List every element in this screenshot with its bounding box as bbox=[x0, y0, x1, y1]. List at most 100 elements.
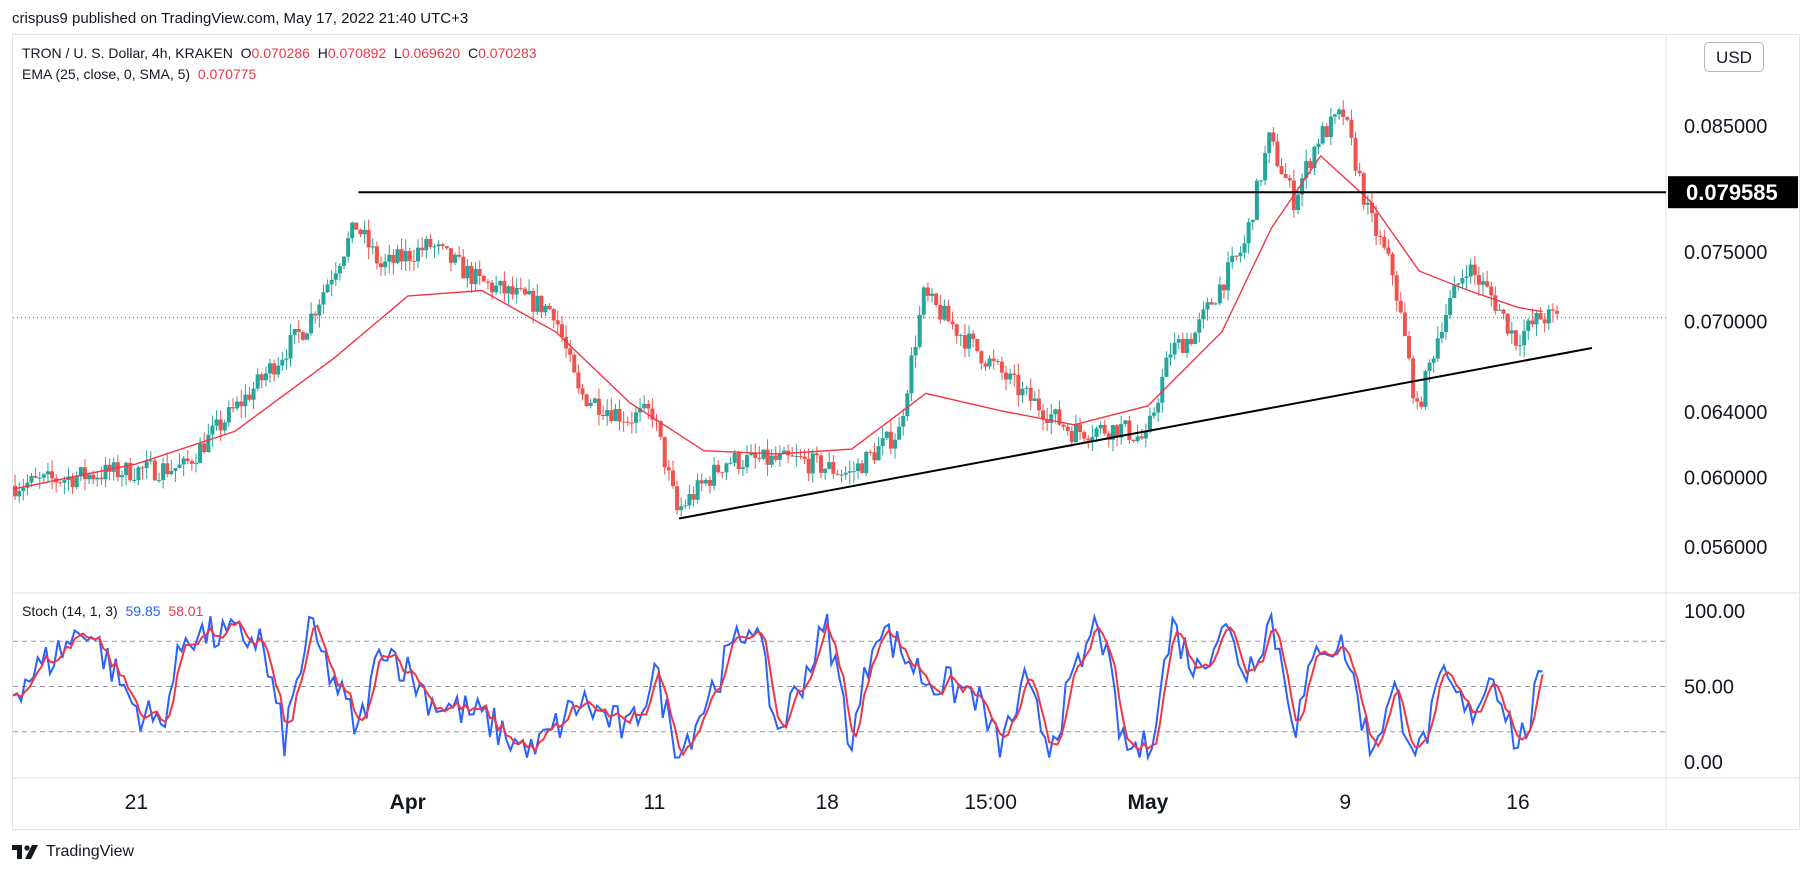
candle-up bbox=[1460, 278, 1465, 284]
candle-down bbox=[888, 431, 893, 449]
candle-down bbox=[1209, 302, 1214, 305]
candle-up bbox=[267, 363, 272, 374]
candle-down bbox=[547, 305, 552, 310]
candle-down bbox=[1530, 320, 1535, 325]
candle-down bbox=[1505, 313, 1510, 334]
candle-down bbox=[239, 401, 244, 407]
candle-down bbox=[658, 421, 663, 437]
candle-down bbox=[736, 453, 741, 470]
candle-up bbox=[1431, 358, 1436, 363]
currency-button[interactable]: USD bbox=[1704, 42, 1764, 72]
candle-down bbox=[1127, 420, 1132, 440]
candle-up bbox=[226, 407, 231, 423]
candle-down bbox=[1324, 126, 1329, 138]
candle-down bbox=[699, 480, 704, 484]
stoch-k-line bbox=[12, 611, 1543, 762]
candle-up bbox=[703, 479, 708, 484]
candle-up bbox=[103, 464, 108, 480]
candle-up bbox=[930, 293, 935, 296]
candle-down bbox=[1045, 419, 1050, 424]
candle-down bbox=[1345, 117, 1350, 120]
candle-down bbox=[448, 248, 453, 263]
candle-up bbox=[148, 460, 153, 462]
candle-down bbox=[670, 470, 675, 487]
candle-down bbox=[1386, 247, 1391, 254]
resistance-price-tag bbox=[1668, 176, 1798, 209]
candle-down bbox=[584, 394, 589, 406]
candle-up bbox=[1448, 298, 1453, 315]
candle-up bbox=[1217, 284, 1222, 304]
candle-up bbox=[119, 475, 124, 478]
candle-up bbox=[1300, 178, 1305, 195]
candle-down bbox=[938, 304, 943, 320]
chart-frame bbox=[12, 34, 1800, 830]
candle-down bbox=[469, 265, 474, 285]
candle-up bbox=[173, 468, 178, 471]
candle-up bbox=[95, 477, 100, 480]
candle-up bbox=[1522, 330, 1527, 346]
candle-down bbox=[457, 254, 462, 257]
candle-down bbox=[1016, 374, 1021, 396]
candle-up bbox=[1143, 431, 1148, 439]
candle-down bbox=[407, 250, 412, 261]
candle-down bbox=[165, 463, 170, 475]
candle-up bbox=[25, 482, 30, 488]
candle-up bbox=[827, 462, 832, 469]
candle-up bbox=[1254, 180, 1259, 220]
candle-up bbox=[1258, 180, 1263, 182]
candle-up bbox=[724, 463, 729, 473]
candle-up bbox=[642, 403, 647, 409]
candle-up bbox=[210, 425, 215, 435]
candle-up bbox=[728, 462, 733, 464]
candle-down bbox=[1041, 410, 1046, 420]
candle-down bbox=[925, 287, 930, 296]
candle-down bbox=[1180, 339, 1185, 353]
candle-up bbox=[588, 402, 593, 406]
candle-up bbox=[41, 474, 46, 478]
candle-down bbox=[609, 410, 614, 421]
candle-up bbox=[280, 359, 285, 366]
candle-down bbox=[934, 293, 939, 305]
candle-up bbox=[362, 229, 367, 235]
tradingview-footer[interactable]: TradingView bbox=[12, 843, 134, 861]
candle-down bbox=[477, 268, 482, 276]
candle-up bbox=[424, 238, 429, 251]
price-tick-label: 0.060000 bbox=[1684, 467, 1767, 489]
candle-up bbox=[1263, 153, 1268, 181]
candle-down bbox=[411, 260, 416, 262]
candle-up bbox=[543, 305, 548, 313]
candle-up bbox=[1094, 428, 1099, 437]
candle-down bbox=[420, 247, 425, 251]
candle-up bbox=[1456, 283, 1461, 285]
candle-up bbox=[901, 416, 906, 427]
candle-up bbox=[1205, 302, 1210, 310]
candle-down bbox=[374, 246, 379, 264]
candle-up bbox=[1435, 338, 1440, 359]
candle-up bbox=[62, 479, 67, 483]
candle-up bbox=[144, 461, 149, 468]
candle-up bbox=[884, 431, 889, 439]
stoch-d-value: 58.01 bbox=[168, 603, 204, 619]
candle-up bbox=[1439, 331, 1444, 339]
close-value: 0.070283 bbox=[478, 45, 537, 61]
candle-up bbox=[156, 480, 161, 482]
candle-up bbox=[1008, 373, 1013, 380]
time-tick-label: 15:00 bbox=[964, 791, 1017, 814]
candle-up bbox=[251, 388, 256, 400]
candle-down bbox=[860, 463, 865, 474]
stoch-legend: Stoch (14, 1, 3) 59.85 58.01 bbox=[22, 603, 203, 619]
candle-down bbox=[835, 473, 840, 475]
candle-up bbox=[1193, 332, 1198, 344]
candle-up bbox=[111, 462, 116, 472]
candle-down bbox=[1476, 274, 1481, 285]
candle-up bbox=[193, 462, 198, 464]
candle-down bbox=[82, 467, 87, 480]
candle-up bbox=[29, 475, 34, 483]
candle-up bbox=[1168, 354, 1173, 358]
close-label: C bbox=[468, 45, 479, 61]
candle-up bbox=[839, 474, 844, 476]
candle-down bbox=[802, 456, 807, 459]
candle-up bbox=[177, 464, 182, 469]
candle-down bbox=[1369, 202, 1374, 214]
